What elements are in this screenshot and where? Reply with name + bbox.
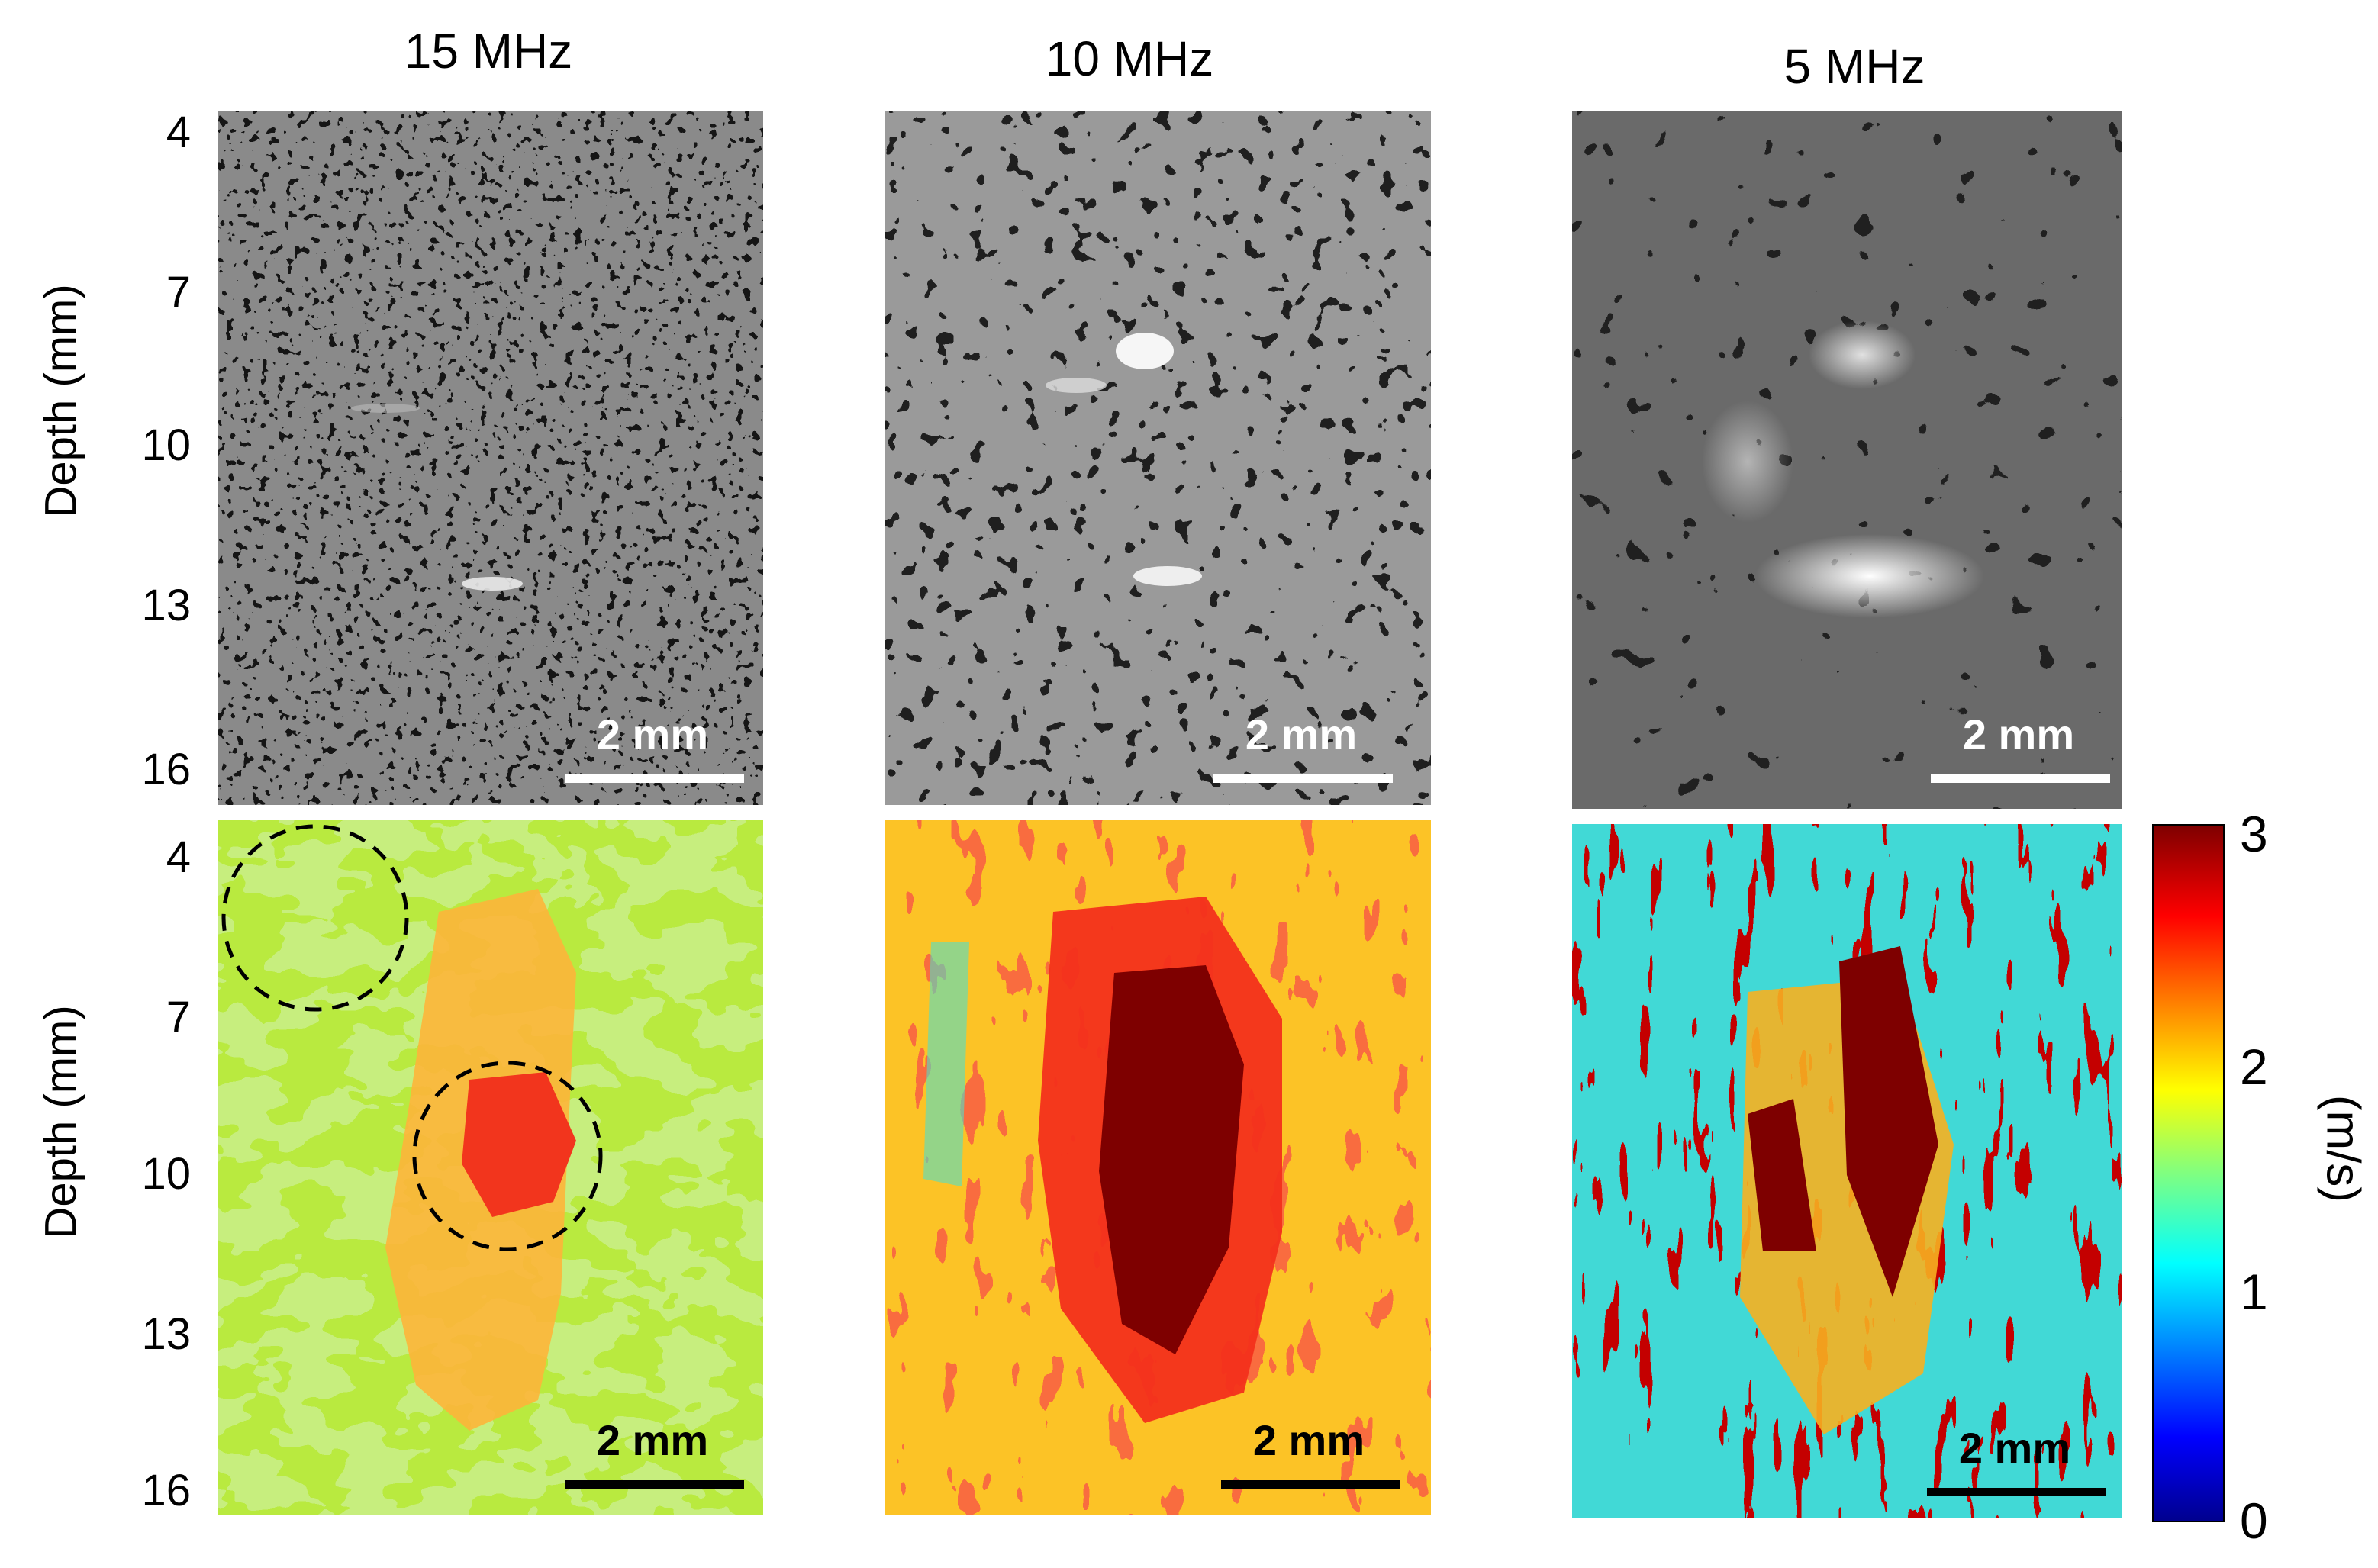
colorbar bbox=[2152, 824, 2225, 1522]
bmode-image-15mhz bbox=[218, 111, 763, 805]
colorbar-tick: 2 bbox=[2240, 1038, 2268, 1095]
shear-wave-map-10mhz bbox=[885, 820, 1431, 1515]
scale-bar-label: 2 mm bbox=[596, 710, 709, 758]
y-tick: 7 bbox=[166, 268, 191, 317]
scale-bar-label: 2 mm bbox=[1962, 710, 2075, 758]
y-tick: 13 bbox=[141, 581, 191, 630]
y-tick: 10 bbox=[141, 1149, 191, 1199]
column-title-15mhz: 15 MHz bbox=[404, 24, 573, 79]
colorbar-tick: 3 bbox=[2240, 806, 2268, 862]
shear-wave-map-15mhz bbox=[218, 820, 763, 1515]
column-title-10mhz: 10 MHz bbox=[1045, 31, 1214, 86]
y-tick: 7 bbox=[166, 993, 191, 1042]
bmode-image-5mhz bbox=[1572, 111, 2122, 809]
scale-bar-line bbox=[565, 1480, 744, 1489]
y-tick: 13 bbox=[141, 1309, 191, 1359]
y-tick: 16 bbox=[141, 1466, 191, 1515]
column-title-5mhz: 5 MHz bbox=[1784, 39, 1925, 94]
shear-wave-map-5mhz bbox=[1572, 824, 2122, 1518]
y-axis-label-bottom: Depth (mm) bbox=[36, 1005, 86, 1239]
colorbar-label: (m/s) bbox=[2316, 1094, 2370, 1203]
scale-bar-line bbox=[1213, 774, 1393, 783]
scale-bar-label: 2 mm bbox=[1245, 710, 1358, 758]
colorbar-tick: 0 bbox=[2240, 1492, 2268, 1549]
y-tick: 4 bbox=[166, 108, 191, 157]
scale-bar-label: 2 mm bbox=[596, 1416, 709, 1464]
scale-bar-label: 2 mm bbox=[1252, 1416, 1365, 1464]
y-tick: 4 bbox=[166, 832, 191, 882]
scale-bar-label: 2 mm bbox=[1958, 1424, 2071, 1472]
y-tick: 10 bbox=[141, 420, 191, 470]
scale-bar-line bbox=[1221, 1480, 1400, 1489]
scale-bar-line bbox=[565, 774, 744, 783]
colorbar-tick: 1 bbox=[2240, 1264, 2268, 1320]
y-tick: 16 bbox=[141, 745, 191, 794]
bmode-image-10mhz bbox=[885, 111, 1431, 805]
y-axis-label-top: Depth (mm) bbox=[36, 284, 86, 518]
scale-bar-line bbox=[1931, 774, 2110, 783]
scale-bar-line bbox=[1927, 1488, 2106, 1496]
